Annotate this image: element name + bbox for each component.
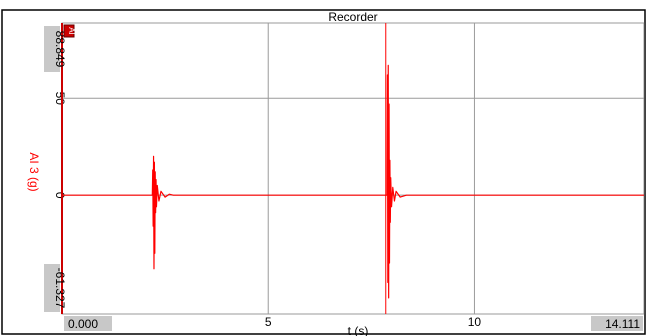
- y-min-label-box: [44, 264, 60, 312]
- x-min-label: 0.000: [68, 317, 98, 331]
- y-tick-label: 50: [53, 92, 67, 106]
- y-max-label-box: [44, 26, 60, 72]
- x-min-label-box: [64, 316, 112, 331]
- channel-marker: [63, 24, 75, 38]
- y-axis-title: AI 3 (g): [27, 152, 41, 191]
- y-max-label: 88.849: [53, 31, 67, 68]
- chart-title: Recorder: [328, 10, 377, 24]
- window-frame: [1, 9, 646, 335]
- x-tick-label: 10: [468, 315, 482, 329]
- x-max-label-box: [591, 316, 643, 331]
- y-min-label: -61.327: [53, 268, 67, 309]
- x-tick-label: 5: [265, 315, 272, 329]
- series-line-0: [62, 64, 644, 299]
- channel-marker-label: AI: [67, 27, 76, 35]
- x-max-label: 14.111: [605, 317, 640, 331]
- y-tick-label: 0: [53, 192, 67, 199]
- x-axis-title: t (s): [348, 324, 369, 336]
